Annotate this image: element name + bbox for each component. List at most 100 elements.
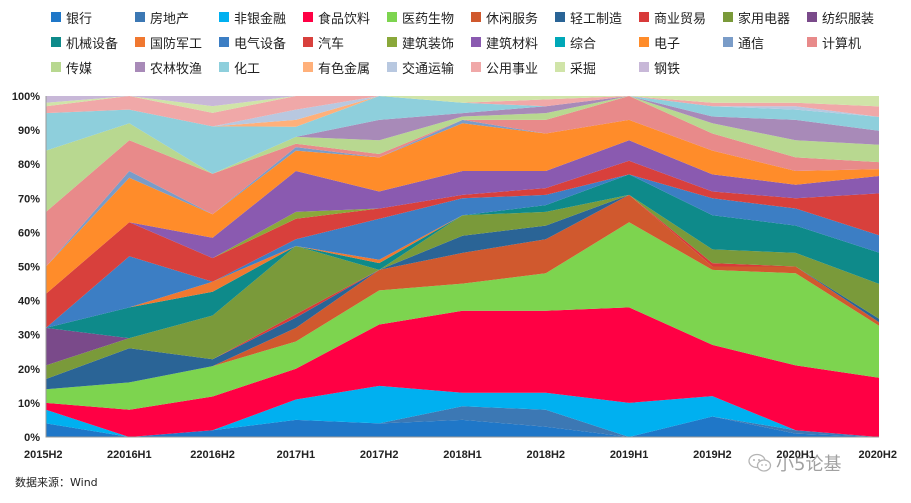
watermark-text: 小5论基 bbox=[776, 454, 842, 475]
x-tick-label: 2020H2 bbox=[858, 449, 897, 461]
legend-label: 公用事业 bbox=[486, 61, 539, 77]
legend-swatch bbox=[303, 37, 313, 47]
legend-item: 医药生物 bbox=[387, 7, 454, 27]
legend-swatch bbox=[639, 12, 649, 22]
legend-label: 钢铁 bbox=[654, 61, 681, 77]
legend-item: 农林牧渔 bbox=[135, 57, 202, 77]
area-series bbox=[46, 96, 879, 127]
wechat-icon bbox=[748, 453, 772, 472]
legend-item: 房地产 bbox=[135, 7, 189, 27]
area-series bbox=[46, 174, 879, 328]
legend-label: 银行 bbox=[66, 11, 93, 27]
legend-label: 交通运输 bbox=[402, 61, 455, 77]
area-series bbox=[46, 174, 879, 339]
legend-label: 食品饮料 bbox=[318, 11, 371, 27]
legend-swatch bbox=[723, 12, 733, 22]
y-tick-label: 10% bbox=[18, 398, 40, 410]
legend-label: 化工 bbox=[234, 61, 261, 77]
legend-item: 汽车 bbox=[303, 32, 344, 52]
legend-swatch bbox=[387, 12, 397, 22]
legend-label: 房地产 bbox=[150, 11, 190, 27]
area-series bbox=[46, 96, 879, 212]
legend-swatch bbox=[219, 62, 229, 72]
area-series bbox=[46, 416, 879, 437]
x-tick-label: 2019H2 bbox=[693, 449, 732, 461]
x-tick-label: 2019H1 bbox=[610, 449, 649, 461]
legend-item: 机械设备 bbox=[51, 32, 118, 52]
legend-swatch bbox=[555, 37, 565, 47]
legend-swatch bbox=[807, 37, 817, 47]
legend-swatch bbox=[471, 37, 481, 47]
area-series bbox=[46, 96, 879, 113]
legend-item: 银行 bbox=[51, 7, 92, 27]
y-tick-label: 30% bbox=[18, 330, 40, 342]
area-series bbox=[46, 96, 879, 107]
legend-label: 有色金属 bbox=[318, 61, 371, 77]
x-tick-label: 2018H2 bbox=[527, 449, 566, 461]
legend-swatch bbox=[387, 62, 397, 72]
area-series bbox=[46, 307, 879, 437]
legend-label: 农林牧渔 bbox=[150, 61, 203, 77]
area-series bbox=[46, 96, 879, 267]
legend-swatch bbox=[51, 62, 61, 72]
legend-swatch bbox=[639, 37, 649, 47]
y-tick-label: 60% bbox=[18, 227, 40, 239]
legend-item: 化工 bbox=[219, 57, 260, 77]
legend-item: 建筑材料 bbox=[471, 32, 538, 52]
legend-swatch bbox=[555, 12, 565, 22]
watermark: 小5论基 bbox=[748, 450, 841, 476]
legend-item: 采掘 bbox=[555, 57, 596, 77]
y-tick-label: 70% bbox=[18, 193, 40, 205]
legend-label: 非银金融 bbox=[234, 11, 287, 27]
legend-item: 国防军工 bbox=[135, 32, 202, 52]
y-tick-label: 20% bbox=[18, 364, 40, 376]
legend-swatch bbox=[639, 62, 649, 72]
legend-label: 采掘 bbox=[570, 61, 597, 77]
legend-label: 通信 bbox=[738, 36, 765, 52]
legend-label: 传媒 bbox=[66, 61, 93, 77]
legend-item: 公用事业 bbox=[471, 57, 538, 77]
legend-label: 机械设备 bbox=[66, 36, 119, 52]
legend-label: 综合 bbox=[570, 36, 597, 52]
area-series bbox=[46, 194, 879, 379]
legend-swatch bbox=[303, 62, 313, 72]
legend-label: 轻工制造 bbox=[570, 11, 623, 27]
legend-label: 汽车 bbox=[318, 36, 345, 52]
legend-item: 建筑装饰 bbox=[387, 32, 454, 52]
legend-label: 建筑材料 bbox=[486, 36, 539, 52]
legend-item: 休闲服务 bbox=[471, 7, 538, 27]
legend-item: 通信 bbox=[723, 32, 764, 52]
x-tick-label: 2017H2 bbox=[360, 449, 399, 461]
legend-item: 电气设备 bbox=[219, 32, 286, 52]
area-series bbox=[46, 385, 879, 437]
x-tick-label: 2020H1 bbox=[776, 449, 815, 461]
x-tick-label: 22016H1 bbox=[107, 449, 152, 461]
legend-swatch bbox=[723, 37, 733, 47]
legend-label: 国防军工 bbox=[150, 36, 203, 52]
area-series bbox=[46, 194, 879, 390]
y-tick-label: 40% bbox=[18, 296, 40, 308]
legend-swatch bbox=[219, 37, 229, 47]
chart-legend: 银行 房地产 非银金融 食品饮料 医药生物 休闲服务 轻工制造 商业贸易 家用电器 纺织服装机械设… bbox=[0, 0, 911, 84]
legend-swatch bbox=[135, 62, 145, 72]
legend-label: 商业贸易 bbox=[654, 11, 707, 27]
area-series bbox=[46, 119, 879, 294]
legend-item: 交通运输 bbox=[387, 57, 454, 77]
area-series bbox=[46, 96, 879, 127]
legend-item: 非银金融 bbox=[219, 7, 286, 27]
legend-item: 综合 bbox=[555, 32, 596, 52]
legend-item: 家用电器 bbox=[723, 7, 790, 27]
legend-label: 家用电器 bbox=[738, 11, 791, 27]
legend-swatch bbox=[51, 37, 61, 47]
legend-item: 计算机 bbox=[807, 32, 861, 52]
legend-swatch bbox=[555, 62, 565, 72]
legend-label: 建筑装饰 bbox=[402, 36, 455, 52]
legend-label: 医药生物 bbox=[402, 11, 455, 27]
axis-line bbox=[45, 96, 879, 438]
y-tick-label: 100% bbox=[12, 91, 40, 103]
legend-label: 休闲服务 bbox=[486, 11, 539, 27]
x-tick-label: 2018H1 bbox=[443, 449, 482, 461]
legend-item: 纺织服装 bbox=[807, 7, 874, 27]
legend-swatch bbox=[51, 12, 61, 22]
x-tick-label: 22016H2 bbox=[190, 449, 235, 461]
